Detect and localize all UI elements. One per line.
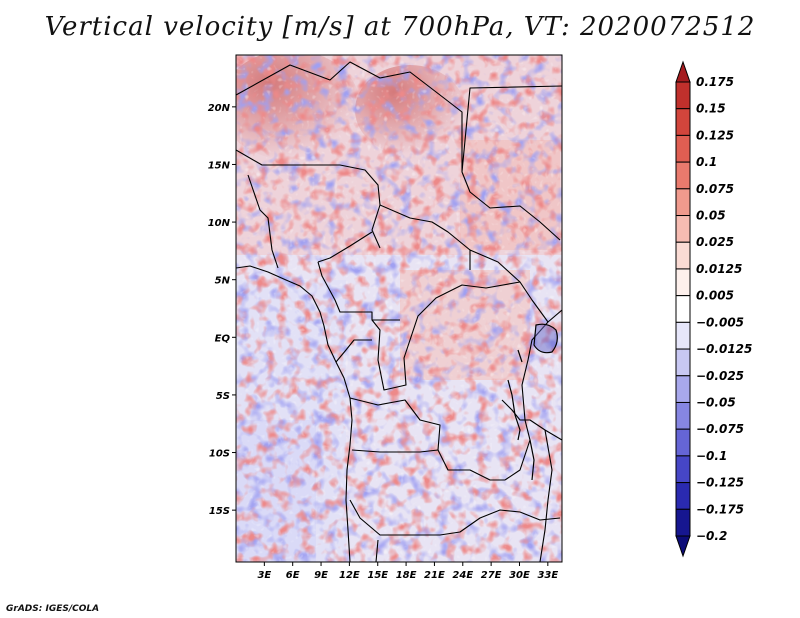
colorbar-swatch: [675, 134, 691, 163]
colorbar-label: −0.0125: [696, 342, 752, 356]
lat-tick-label: 15S: [209, 506, 230, 517]
colorbar: 0.175 0.15 0.125 0.1 0.075 0.05 0.025 0.0125 0.0…: [675, 60, 752, 558]
colorbar-swatch: [675, 455, 691, 484]
map-title: Vertical velocity [m/s] at 700hPa, VT: 2…: [44, 12, 756, 42]
colorbar-label: −0.05: [696, 395, 736, 409]
map-frame: [235, 54, 563, 563]
colorbar-label: 0.175: [696, 75, 734, 89]
lon-tick-label: 27E: [481, 570, 502, 581]
colorbar-swatch: [675, 401, 691, 430]
lon-tick-label: 15E: [367, 570, 388, 581]
lat-tick-label: 15N: [208, 160, 231, 171]
lon-tick-label: 18E: [396, 570, 417, 581]
lat-tick-label: 10N: [208, 218, 231, 229]
colorbar-swatch: [675, 215, 691, 243]
colorbar-label: −0.1: [696, 449, 727, 463]
colorbar-swatch: [675, 268, 691, 297]
lon-tick-label: 33E: [537, 570, 558, 581]
lat-tick-label: 5S: [216, 391, 230, 402]
colorbar-swatch: [675, 81, 691, 110]
colorbar-swatch: [675, 375, 691, 403]
grads-credit: GrADS: IGES/COLA: [6, 604, 100, 614]
colorbar-swatch: [675, 348, 691, 377]
colorbar-label: −0.075: [696, 422, 744, 436]
lon-tick-label: 24E: [452, 570, 473, 581]
colorbar-top-arrow: [675, 60, 691, 83]
longitude-axis: 3E 6E 9E 12E 15E 18E 21E 24E 27E 30E 33E: [257, 562, 558, 581]
colorbar-swatch: [675, 321, 691, 350]
colorbar-label: 0.005: [696, 289, 734, 303]
colorbar-swatch: [675, 108, 691, 136]
colorbar-swatch: [675, 161, 691, 190]
colorbar-swatch: [675, 241, 691, 270]
lon-tick-label: 12E: [339, 570, 360, 581]
colorbar-label: 0.075: [696, 182, 734, 196]
colorbar-label: 0.125: [696, 128, 734, 142]
colorbar-label: 0.1: [696, 155, 717, 169]
lat-tick-label: 10S: [209, 449, 230, 460]
lat-tick-label: EQ: [215, 333, 231, 344]
colorbar-swatch: [675, 188, 691, 217]
lon-tick-label: 9E: [314, 570, 328, 581]
velocity-field: [236, 55, 562, 562]
lat-tick-label: 5N: [215, 276, 231, 287]
country-borders: [236, 61, 562, 562]
colorbar-label: 0.15: [696, 102, 726, 116]
lon-tick-label: 30E: [509, 570, 530, 581]
latitude-axis: 20N 15N 10N 5N EQ 5S 10S 15S: [208, 103, 236, 517]
colorbar-label: −0.125: [696, 476, 744, 490]
colorbar-label: 0.05: [696, 209, 726, 223]
colorbar-label: 0.0125: [696, 262, 742, 276]
lon-tick-label: 21E: [424, 570, 445, 581]
lon-tick-label: 6E: [286, 570, 300, 581]
lon-tick-label: 3E: [257, 570, 271, 581]
lat-tick-label: 20N: [208, 103, 231, 114]
colorbar-swatch: [675, 428, 691, 457]
colorbar-swatch: [675, 508, 691, 537]
colorbar-label: −0.005: [696, 315, 744, 329]
lake-outlines: [507, 323, 558, 481]
colorbar-swatch: [675, 482, 691, 510]
colorbar-label: 0.025: [696, 235, 734, 249]
colorbar-label: −0.175: [696, 502, 744, 516]
colorbar-swatch: [675, 295, 691, 323]
colorbar-label: −0.2: [696, 529, 727, 543]
colorbar-bottom-arrow: [675, 535, 691, 558]
colorbar-label: −0.025: [696, 369, 744, 383]
